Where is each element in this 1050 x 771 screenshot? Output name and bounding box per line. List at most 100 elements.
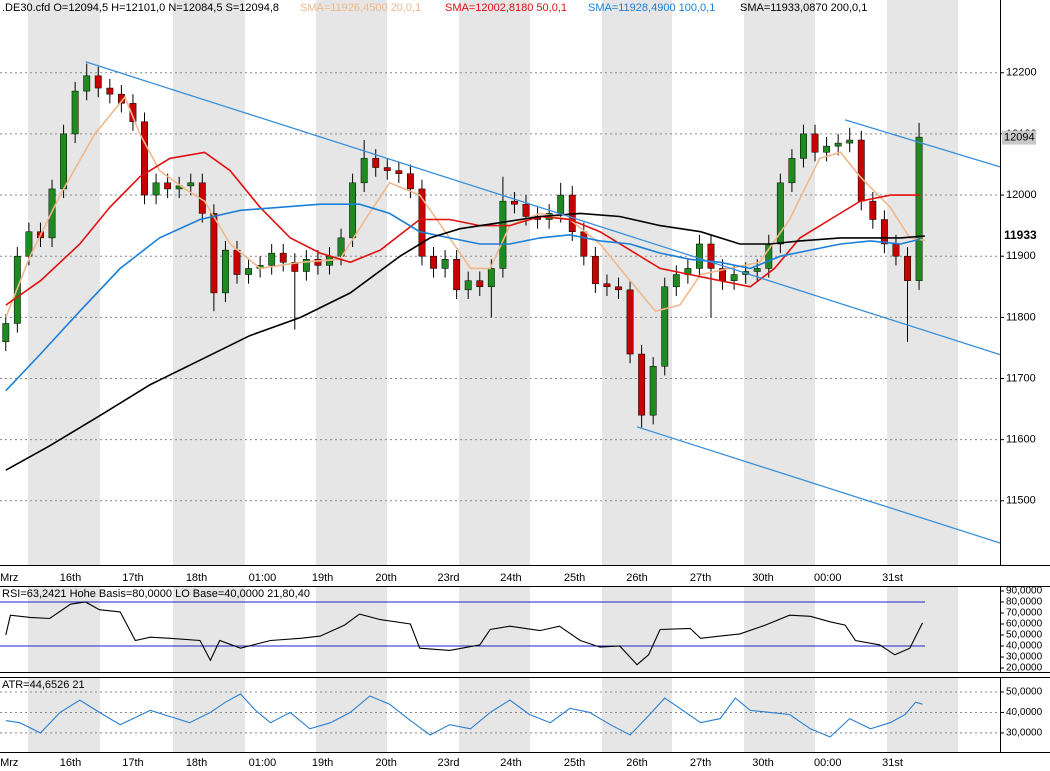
- candle-body: [823, 145, 831, 153]
- candle-body: [615, 286, 622, 291]
- candle-body: [800, 133, 807, 159]
- candle-body: [314, 259, 322, 266]
- candle-body: [395, 170, 403, 174]
- trend-line: [85, 61, 1001, 356]
- band: [887, 0, 958, 565]
- panel-borders: [0, 0, 1050, 753]
- candle-body: [892, 243, 900, 257]
- candle-body: [626, 289, 634, 355]
- candle-body: [349, 182, 357, 239]
- x-tick-label: 19th: [312, 572, 333, 584]
- y-tick-label: 50,0000: [1006, 630, 1043, 641]
- candle-body: [464, 280, 472, 291]
- legend-entry: .DE30.cfd O=12094,5 H=12101,0 N=12084,5 …: [2, 2, 279, 14]
- x-tick-label: 01:00: [249, 572, 277, 584]
- candle-body: [187, 182, 195, 187]
- candle-body: [60, 133, 68, 190]
- candle-body: [869, 200, 877, 220]
- series-line: [5, 203, 921, 392]
- x-tick-label: 17th: [122, 572, 143, 584]
- candle-body: [291, 262, 299, 272]
- candle-body: [857, 139, 865, 202]
- x-tick-label: 26th: [626, 572, 647, 584]
- band: [887, 587, 958, 672]
- legend-entry: SMA=11933,0870 200,0,1: [740, 2, 867, 14]
- candle-body: [441, 259, 449, 269]
- candle-body: [672, 274, 680, 288]
- band: [28, 0, 100, 565]
- panel: 30,0000 40,0000 50,0000 ATR=44,6526 21: [0, 679, 1043, 739]
- candle-body: [591, 255, 599, 284]
- band: [28, 587, 100, 672]
- candle-body: [776, 182, 784, 245]
- candle-body: [811, 133, 819, 153]
- x-tick-label: Mrz: [0, 757, 18, 769]
- candle-body: [915, 136, 923, 281]
- x-tick-label: 18th: [186, 572, 207, 584]
- y-tick-label: 80,0000: [1006, 597, 1043, 608]
- y-tick-label: 11900: [1006, 250, 1036, 262]
- y-tick-label: 12200: [1006, 67, 1037, 79]
- candle-body: [94, 75, 102, 89]
- candle-body: [846, 139, 854, 144]
- candle-body: [695, 243, 703, 269]
- candle-body: [406, 173, 414, 190]
- candle-body: [453, 259, 461, 291]
- candle-body: [511, 200, 518, 205]
- x-tick-label: 00:00: [814, 572, 842, 584]
- band: [744, 587, 815, 672]
- candle-body: [638, 353, 646, 416]
- y-tick-label: 11500: [1006, 495, 1036, 507]
- candle-body: [372, 158, 380, 168]
- candle-body: [2, 323, 10, 343]
- series-line: [5, 693, 923, 738]
- y-tick-label: 11800: [1006, 311, 1036, 323]
- price-tag: 11933: [1004, 228, 1037, 242]
- x-tick-label: 20th: [375, 757, 396, 769]
- band: [173, 678, 245, 752]
- x-tick-label: 24th: [500, 757, 521, 769]
- candle-body: [661, 286, 669, 367]
- band: [316, 587, 387, 672]
- band: [602, 0, 672, 565]
- x-tick-label: 20th: [375, 572, 396, 584]
- x-tick-label: 27th: [690, 757, 711, 769]
- x-tick-label: 24th: [500, 572, 521, 584]
- candle-body: [233, 249, 241, 275]
- x-tick-label: 30th: [752, 757, 773, 769]
- band: [316, 0, 387, 565]
- candle-body: [268, 252, 276, 266]
- y-tick-label: 11600: [1006, 434, 1036, 446]
- candle-body: [753, 268, 761, 272]
- candle-body: [141, 121, 148, 196]
- candle-body: [487, 268, 495, 288]
- series-line: [5, 212, 925, 471]
- y-tick-label: 90,0000: [1006, 586, 1043, 597]
- price-tag-box: [1002, 130, 1036, 145]
- x-tick-label: 23rd: [438, 572, 460, 584]
- band: [602, 678, 672, 752]
- y-tick-label: 70,0000: [1006, 608, 1043, 619]
- band: [28, 678, 100, 752]
- trend-line: [844, 119, 1001, 168]
- candle-body: [788, 158, 796, 184]
- candle-body: [83, 75, 91, 92]
- x-tick-label: 27th: [690, 572, 711, 584]
- candle-body: [383, 167, 391, 171]
- y-tick-label: 30,0000: [1006, 728, 1043, 739]
- candle-body: [164, 182, 172, 190]
- candle-body: [707, 243, 715, 269]
- candle-body: [210, 213, 218, 294]
- band: [316, 678, 387, 752]
- candle-body: [418, 188, 426, 257]
- band: [459, 678, 530, 752]
- candle-body: [106, 87, 114, 95]
- candle-body: [71, 90, 79, 135]
- y-tick-label: 12000: [1006, 189, 1037, 201]
- band: [744, 678, 815, 752]
- x-tick-label: 17th: [122, 757, 143, 769]
- legend-entry: SMA=11926,4500 20,0,1: [300, 2, 421, 14]
- candle-body: [765, 243, 773, 269]
- x-tick-label: 16th: [60, 757, 81, 769]
